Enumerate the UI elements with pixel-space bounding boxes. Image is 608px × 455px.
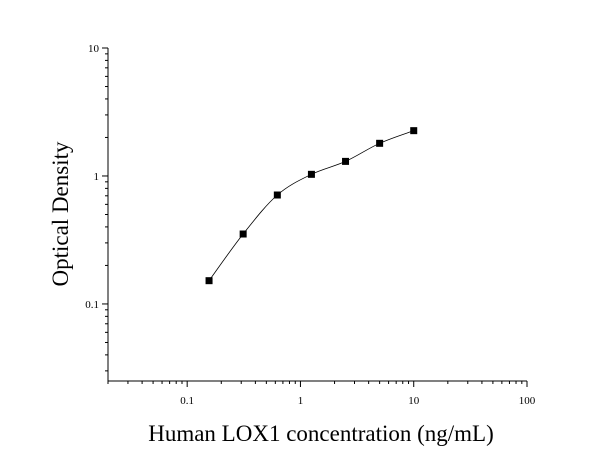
x-axis-title: Human LOX1 concentration (ng/mL) [148,421,494,446]
data-point [273,191,281,199]
x-tick-label: 0.1 [180,395,194,407]
data-point [307,170,315,178]
y-tick-label: 0.1 [85,299,99,311]
data-point [376,139,384,147]
x-tick-label: 1 [298,395,304,407]
data-point [410,127,418,135]
fit-curve [208,130,414,281]
x-tick-label: 10 [408,395,420,407]
y-tick-label: 1 [94,171,100,183]
fit-curve-layer [208,130,414,281]
data-point [342,157,350,165]
axes: 0.1 1 10 100 0.1 1 10 [85,43,536,407]
y-tick-label: 10 [88,43,100,55]
y-axis-title: Optical Density [48,141,73,286]
x-tick-label: 100 [519,395,536,407]
data-point [205,277,213,285]
data-points-layer [205,127,418,285]
data-point [239,230,247,238]
